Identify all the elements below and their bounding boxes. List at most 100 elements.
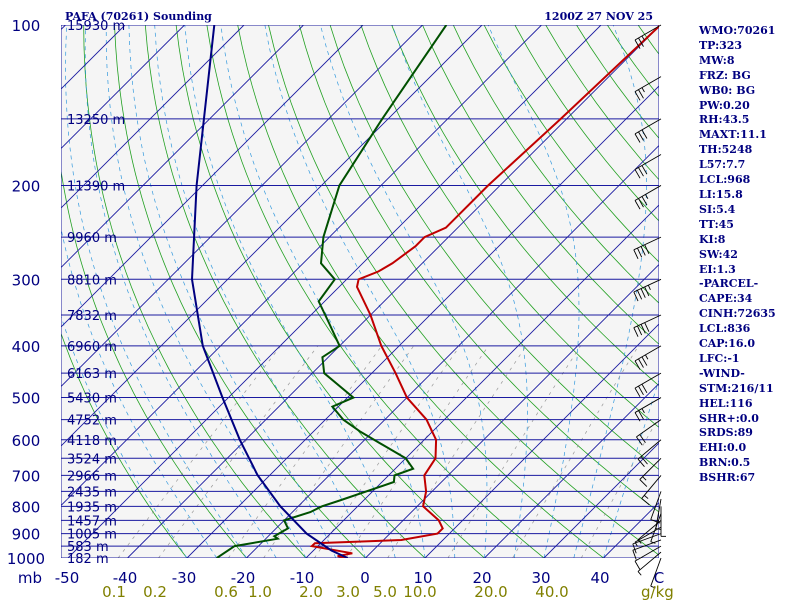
wind-barb-flag [641, 35, 645, 41]
wind-barb-flag [641, 408, 645, 414]
station-title: PAFA (70261) Sounding [65, 10, 212, 23]
stability-index-item: PW:0.20 [699, 98, 750, 112]
wind-barb [634, 118, 662, 143]
temperature-tick-label: -30 [172, 569, 197, 587]
pressure-tick-label: 1000 [7, 550, 45, 568]
stability-index-item: EI:1.3 [699, 262, 736, 276]
height-label: 3524 m [67, 452, 117, 467]
pressure-tick-label: 700 [12, 467, 41, 485]
wind-barb-staff [639, 457, 662, 480]
wind-barb [634, 372, 662, 398]
wind-barb-staff [634, 76, 662, 93]
mixing-ratio-unit-label: g/kg [641, 583, 674, 600]
wind-barb [636, 419, 662, 446]
stability-index-item: CINH:72635 [699, 307, 776, 321]
wind-barb-flag [640, 324, 646, 334]
stability-index-item: MAXT:11.1 [699, 128, 767, 142]
wind-barb [650, 491, 662, 524]
wind-barb-flag [638, 385, 644, 396]
wind-barb-flag [641, 356, 648, 366]
stability-index-item: SHR+:0.0 [699, 411, 759, 425]
mixing-ratio-label: 1.0 [248, 583, 272, 600]
wind-barb-staff [632, 539, 662, 551]
sounding-time: 1200Z 27 NOV 25 [544, 10, 653, 23]
stability-index-item: RH:43.5 [699, 113, 750, 127]
chart-series [190, 25, 659, 558]
wind-barb-flag [633, 291, 639, 302]
wind-barb-flag [634, 200, 641, 210]
wind-barb-flag [637, 247, 643, 258]
wind-barb-flag [634, 560, 641, 571]
temperature-tick-label: 20 [472, 569, 491, 587]
wind-barb-staff [650, 491, 662, 520]
wind-barb [634, 154, 662, 179]
isotherm [305, 204, 659, 558]
wind-barb-flag [637, 458, 645, 467]
stability-index-item: -PARCEL- [699, 277, 759, 291]
isotherm [0, 25, 6, 558]
wind-barb-flag [644, 244, 650, 254]
temperature-profile [309, 25, 659, 558]
wind-barb-staff [655, 498, 662, 529]
wind-barb [650, 557, 662, 589]
stability-index-item: LCL:968 [699, 173, 751, 187]
wind-barb-flag [638, 198, 644, 208]
wind-barb [660, 506, 666, 537]
stability-index-item: CAP:16.0 [699, 337, 756, 351]
temperature-tick-label: -20 [231, 569, 256, 587]
wind-barb-flag [633, 327, 639, 337]
wind-barb-flag [637, 325, 643, 336]
pressure-tick-label: 200 [12, 177, 41, 195]
isotherm [61, 25, 483, 447]
isotherm [365, 263, 659, 558]
isotherm [61, 25, 304, 269]
temperature-tick-label: 10 [413, 569, 432, 587]
wind-barb-flag [634, 541, 638, 547]
wind-barb-staff [634, 118, 662, 135]
stability-index-item: STM:216/11 [699, 381, 774, 395]
height-label: 6960 m [67, 340, 117, 355]
wind-barb [639, 457, 662, 487]
isotherm [61, 25, 423, 388]
stability-index-item: TT:45 [699, 217, 734, 231]
height-label: 15930 m [67, 19, 125, 34]
temperature-tick-label: 40 [590, 569, 609, 587]
wind-barb-flag [638, 37, 644, 47]
height-label: 8810 m [67, 273, 117, 288]
pressure-tick-label: 800 [12, 498, 41, 516]
mixing-ratio-label: 0.2 [143, 583, 167, 600]
stability-index-item: TP:323 [699, 38, 743, 52]
stability-index-item: WB0: BG [699, 83, 756, 97]
stability-index-item: EHI:0.0 [699, 441, 747, 455]
isotherm [484, 382, 659, 558]
wind-barb [633, 236, 662, 260]
mixing-ratio-label: 5.0 [373, 583, 397, 600]
wind-barb-flag [644, 286, 650, 297]
wind-barb-flag [634, 169, 641, 179]
wind-barb-flag [639, 434, 646, 443]
pressure-tick-label: 400 [12, 338, 41, 356]
wind-barb [634, 185, 662, 210]
wind-barb [633, 314, 662, 337]
stability-index-item: SI:5.4 [699, 202, 736, 216]
mixing-ratio-label: 2.0 [299, 583, 323, 600]
pressure-tick-label: 900 [12, 526, 41, 544]
height-label: 1005 m [67, 528, 117, 543]
wind-barb-flag [645, 194, 649, 200]
wind-barb-staff [637, 439, 662, 460]
wind-barb-flag [655, 528, 661, 530]
wind-barb-flag [643, 495, 649, 499]
wind-barb [634, 76, 662, 101]
parcel-path [190, 25, 349, 558]
wind-barb-flag [634, 39, 641, 49]
temperature-unit-label: C [654, 569, 664, 587]
isotherm [424, 323, 659, 558]
height-label: 1457 m [67, 514, 117, 529]
wind-barb-flag [632, 543, 637, 554]
pressure-tick-label: 100 [12, 17, 41, 35]
wind-barb-flag [634, 133, 641, 143]
stability-index-item: -WIND- [699, 366, 745, 380]
wind-barb-flag [641, 129, 648, 139]
wind-barb-flag [641, 383, 648, 394]
